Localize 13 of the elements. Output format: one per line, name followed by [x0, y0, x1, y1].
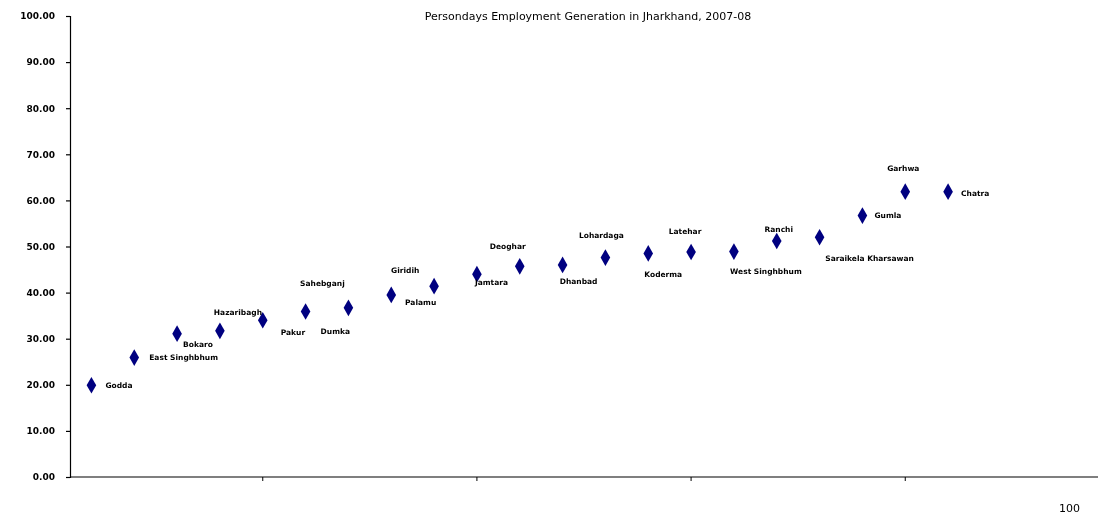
y-tick-label: 70.00: [26, 149, 55, 160]
y-tick-label: 30.00: [26, 334, 55, 345]
y-tick-label: 50.00: [26, 241, 55, 252]
y-tick-label: 90.00: [26, 57, 55, 68]
y-tick-label: 100.00: [20, 11, 55, 22]
y-tick-label: 80.00: [26, 103, 55, 114]
y-tick-label: 0.00: [32, 472, 55, 483]
chart-title: Persondays Employment Generation in Jharkhand, 2007-08: [424, 10, 752, 23]
y-tick-label: 20.00: [26, 380, 55, 391]
y-tick-label: 60.00: [26, 195, 55, 206]
y-tick-label: 40.00: [26, 287, 55, 298]
text: 100: [1059, 502, 1080, 515]
y-tick-label: 10.00: [26, 426, 55, 437]
